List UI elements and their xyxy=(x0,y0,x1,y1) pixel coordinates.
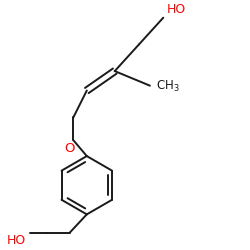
Text: HO: HO xyxy=(7,234,26,247)
Text: O: O xyxy=(64,142,74,155)
Text: HO: HO xyxy=(167,4,186,16)
Text: CH$_3$: CH$_3$ xyxy=(156,79,180,94)
